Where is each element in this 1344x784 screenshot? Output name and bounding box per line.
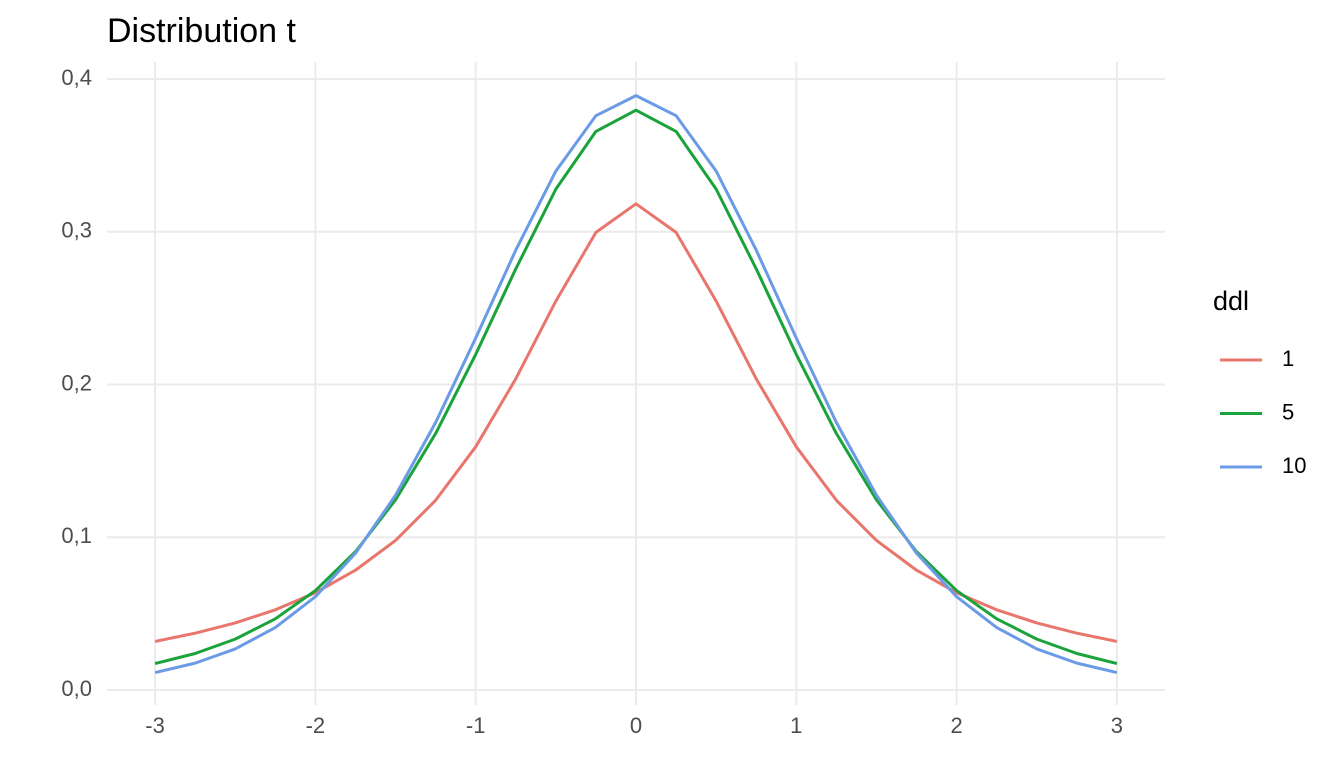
y-tick-label: 0,3 bbox=[61, 218, 92, 243]
legend-label: 1 bbox=[1282, 346, 1294, 371]
chart-title: Distribution t bbox=[107, 12, 297, 50]
legend-label: 5 bbox=[1282, 399, 1294, 424]
x-tick-label: -3 bbox=[145, 713, 165, 738]
x-tick-label: 2 bbox=[950, 713, 962, 738]
x-tick-label: 0 bbox=[630, 713, 642, 738]
line bbox=[154, 108, 1118, 666]
x-tick-label: 3 bbox=[1111, 713, 1123, 738]
x-tick-label: 1 bbox=[790, 713, 802, 738]
line bbox=[154, 94, 1118, 675]
y-tick-label: 0,0 bbox=[61, 676, 92, 701]
x-tick-label: -2 bbox=[306, 713, 326, 738]
x-tick-label: -1 bbox=[466, 713, 486, 738]
y-tick-label: 0,1 bbox=[61, 523, 92, 548]
legend-label: 10 bbox=[1282, 453, 1306, 478]
legend-title: ddl bbox=[1213, 286, 1249, 316]
y-tick-label: 0,4 bbox=[61, 65, 92, 90]
y-tick-label: 0,2 bbox=[61, 370, 92, 395]
line bbox=[154, 202, 1118, 643]
